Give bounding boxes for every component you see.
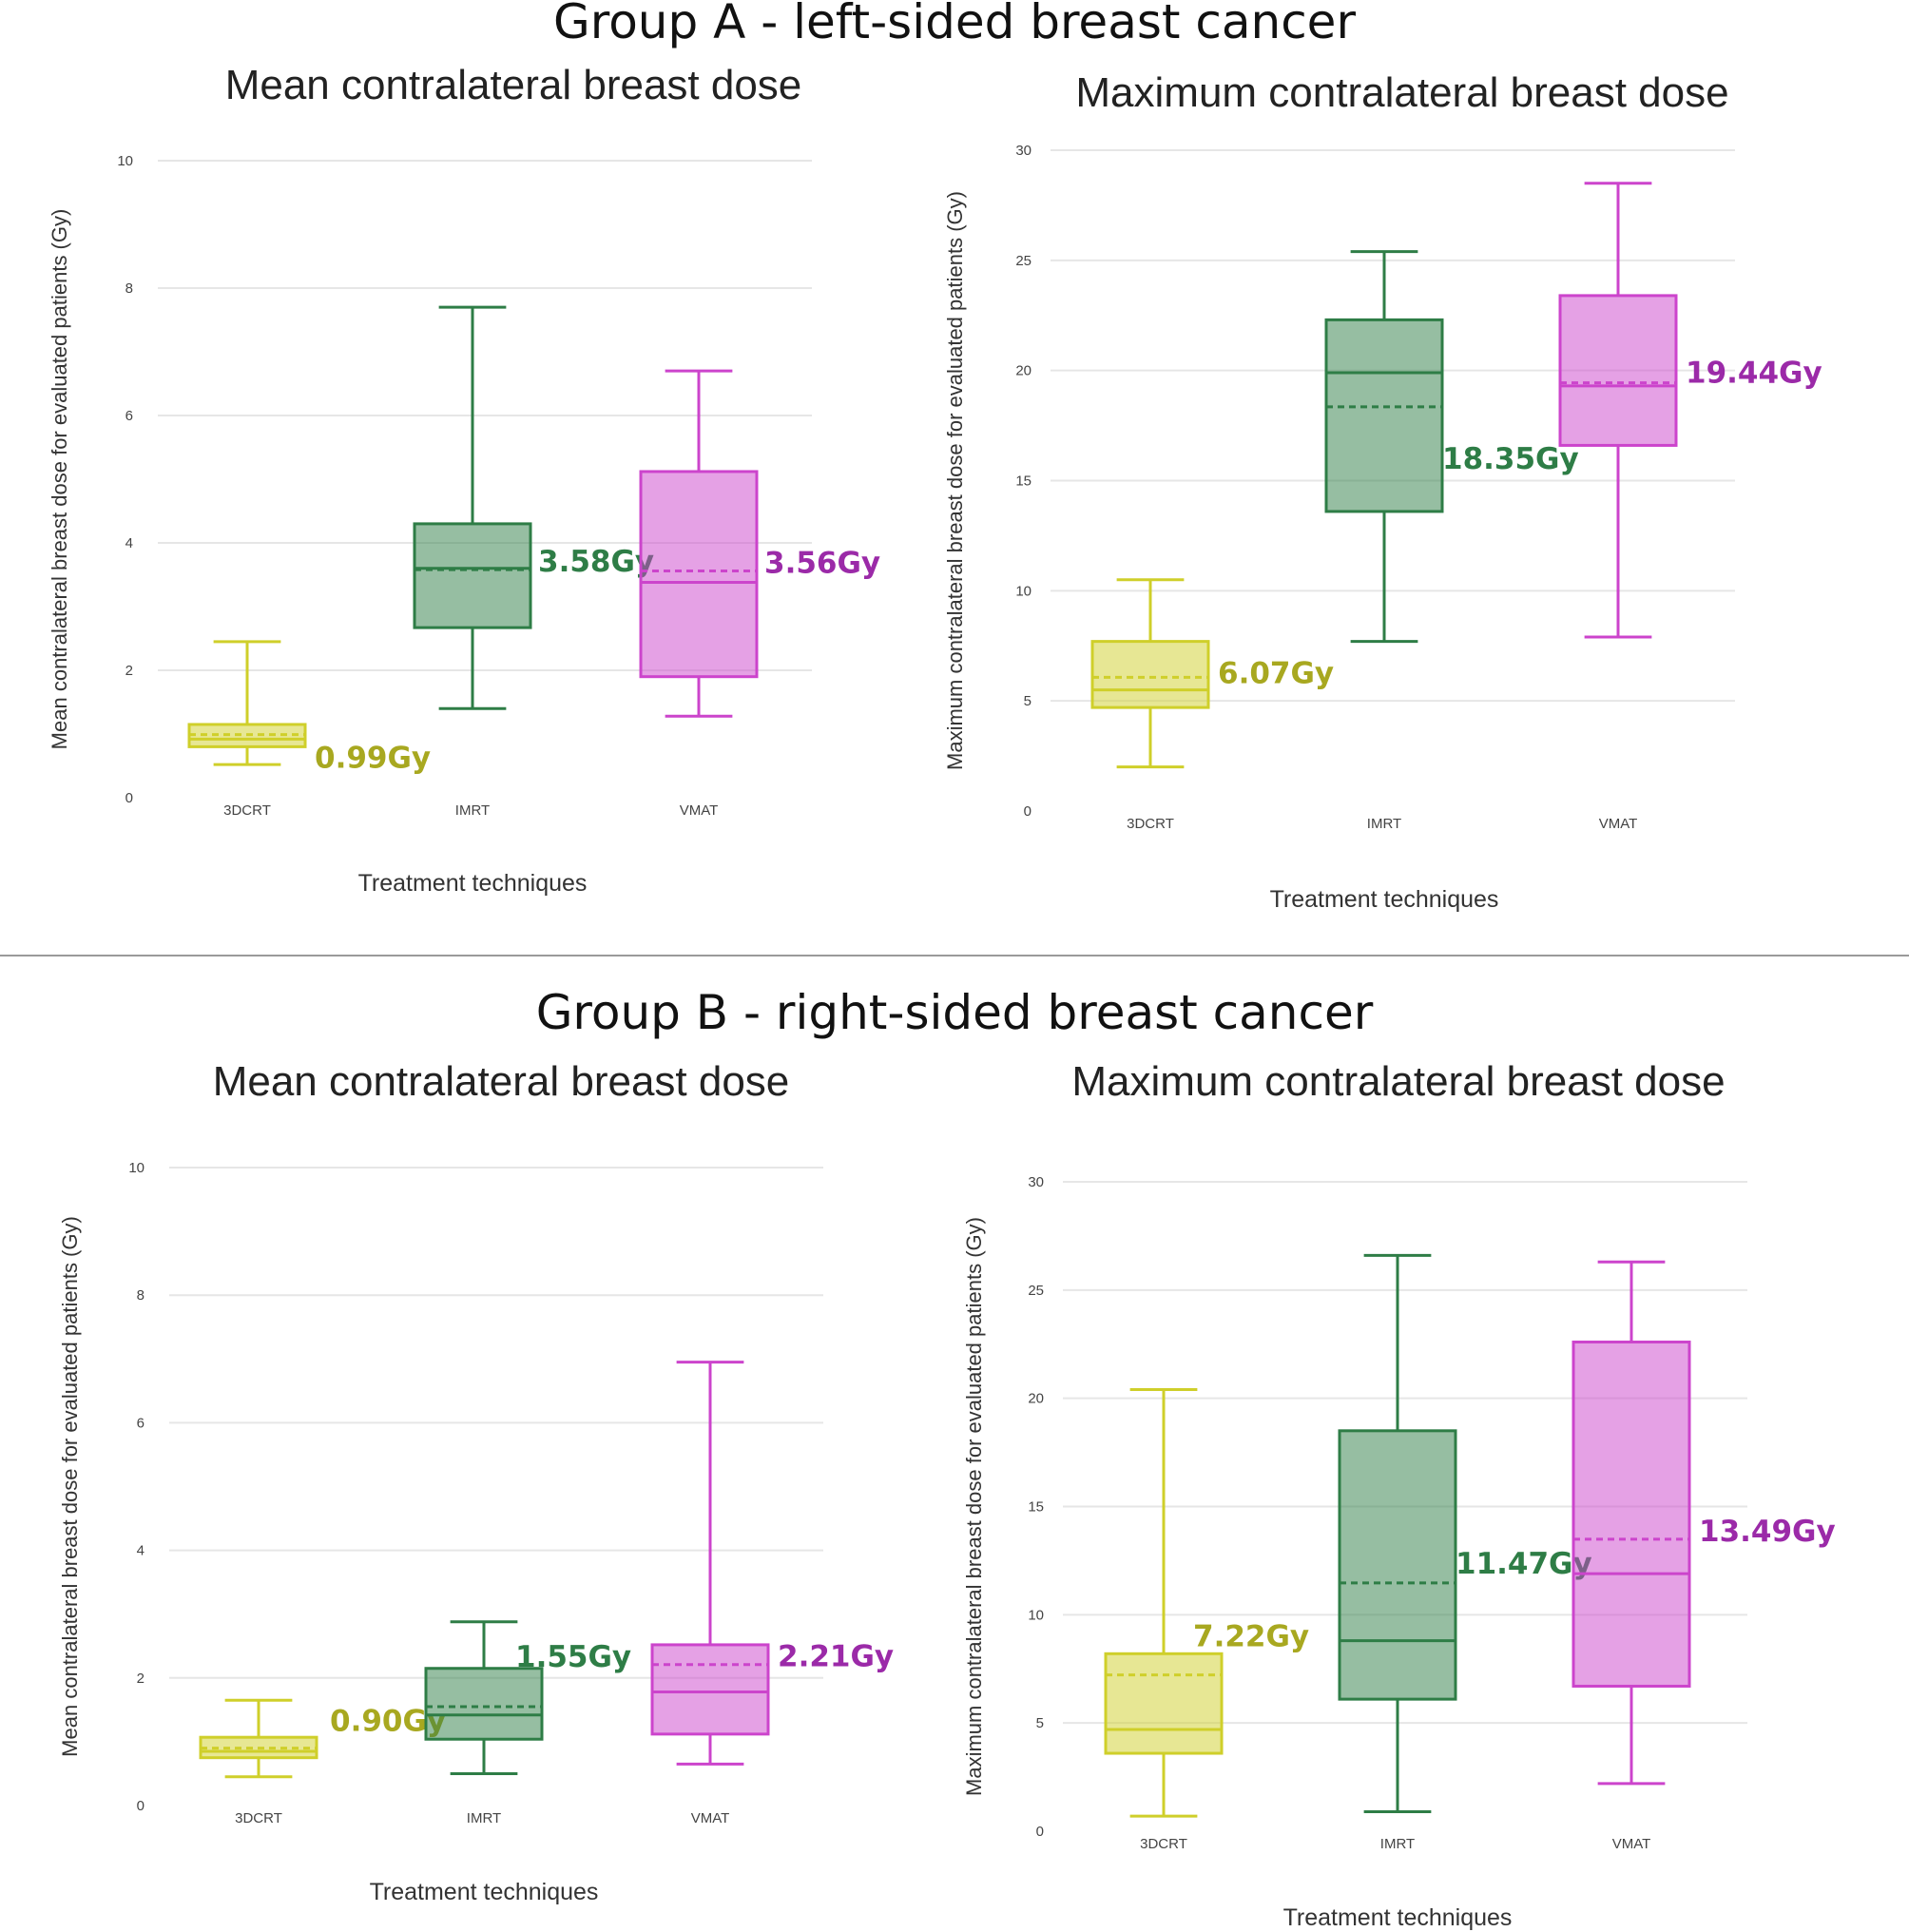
mean-value-label: 19.44Gy [1686, 357, 1822, 391]
box-vmat [1572, 1340, 1691, 1688]
chart-title: Maximum contralateral breast dose [1075, 69, 1728, 116]
y-axis-label: Maximum contralateral breast dose for ev… [943, 191, 967, 770]
mean-value-label: 2.21Gy [778, 1640, 894, 1674]
y-tick-label: 0 [137, 1798, 145, 1814]
y-tick-label: 20 [1015, 363, 1032, 379]
group-b-title: Group B - right-sided breast cancer [535, 985, 1374, 1040]
mean-value-label: 0.99Gy [315, 742, 431, 776]
box-vmat [1558, 294, 1678, 447]
x-tick-label: 3DCRT [235, 1810, 282, 1826]
group-divider [0, 955, 1909, 956]
box-imrt [1324, 318, 1444, 513]
x-axis-label: Treatment techniques [358, 870, 588, 897]
x-tick-label: IMRT [455, 802, 490, 819]
chart-title: Mean contralateral breast dose [213, 1058, 790, 1105]
mean-value-label: 1.55Gy [515, 1640, 631, 1674]
chart-title: Maximum contralateral breast dose [1071, 1058, 1725, 1105]
y-tick-label: 10 [128, 1160, 145, 1176]
y-tick-label: 25 [1028, 1283, 1044, 1299]
y-tick-label: 10 [1015, 583, 1032, 599]
mean-value-label: 6.07Gy [1218, 656, 1334, 690]
x-tick-label: 3DCRT [223, 802, 271, 819]
y-axis-label: Maximum contralateral breast dose for ev… [962, 1217, 986, 1796]
y-tick-label: 10 [117, 153, 133, 169]
box-imrt [413, 522, 532, 629]
chart-title: Mean contralateral breast dose [225, 62, 802, 108]
y-tick-label: 2 [125, 663, 133, 679]
x-axis-label: Treatment techniques [1270, 886, 1499, 913]
x-axis-label: Treatment techniques [1283, 1904, 1513, 1931]
y-axis-label: Mean contralateral breast dose for evalu… [48, 209, 71, 750]
y-tick-label: 4 [137, 1543, 145, 1559]
y-tick-label: 10 [1028, 1607, 1044, 1623]
x-tick-label: 3DCRT [1140, 1836, 1187, 1852]
mean-value-label: 3.58Gy [538, 545, 654, 579]
box-imrt [424, 1667, 544, 1741]
x-tick-label: IMRT [1380, 1836, 1415, 1852]
mean-value-label: 13.49Gy [1699, 1515, 1836, 1549]
mean-value-label: 3.56Gy [764, 546, 880, 580]
mean-value-label: 11.47Gy [1456, 1547, 1592, 1581]
y-tick-label: 5 [1036, 1715, 1044, 1731]
x-tick-label: VMAT [691, 1810, 730, 1826]
mean-value-label: 7.22Gy [1193, 1620, 1309, 1654]
x-tick-label: 3DCRT [1127, 816, 1174, 832]
y-tick-label: 15 [1028, 1499, 1044, 1516]
y-tick-label: 0 [125, 790, 133, 806]
x-tick-label: VMAT [680, 802, 719, 819]
x-tick-label: IMRT [467, 1810, 501, 1826]
box-3dcrt [1090, 640, 1210, 709]
y-tick-label: 6 [125, 408, 133, 424]
mean-value-label: 18.35Gy [1442, 442, 1579, 476]
box-vmat [639, 470, 759, 679]
y-tick-label: 0 [1024, 803, 1032, 820]
y-tick-label: 8 [125, 280, 133, 297]
x-axis-label: Treatment techniques [370, 1879, 599, 1905]
y-tick-label: 0 [1036, 1824, 1044, 1840]
y-tick-label: 8 [137, 1287, 145, 1304]
y-axis-label: Mean contralateral breast dose for evalu… [58, 1216, 82, 1757]
y-tick-label: 20 [1028, 1391, 1044, 1407]
y-tick-label: 5 [1024, 693, 1032, 709]
y-tick-label: 2 [137, 1671, 145, 1687]
x-tick-label: VMAT [1612, 1836, 1651, 1852]
box-imrt [1338, 1429, 1457, 1701]
y-tick-label: 30 [1015, 143, 1032, 159]
y-tick-label: 6 [137, 1415, 145, 1431]
y-tick-label: 15 [1015, 473, 1032, 490]
y-tick-label: 4 [125, 535, 133, 551]
x-tick-label: IMRT [1367, 816, 1401, 832]
x-tick-label: VMAT [1599, 816, 1638, 832]
y-tick-label: 25 [1015, 253, 1032, 269]
y-tick-label: 30 [1028, 1174, 1044, 1190]
box-3dcrt [1104, 1652, 1224, 1755]
box-vmat [650, 1643, 770, 1736]
group-a-title: Group A - left-sided breast cancer [552, 0, 1357, 49]
